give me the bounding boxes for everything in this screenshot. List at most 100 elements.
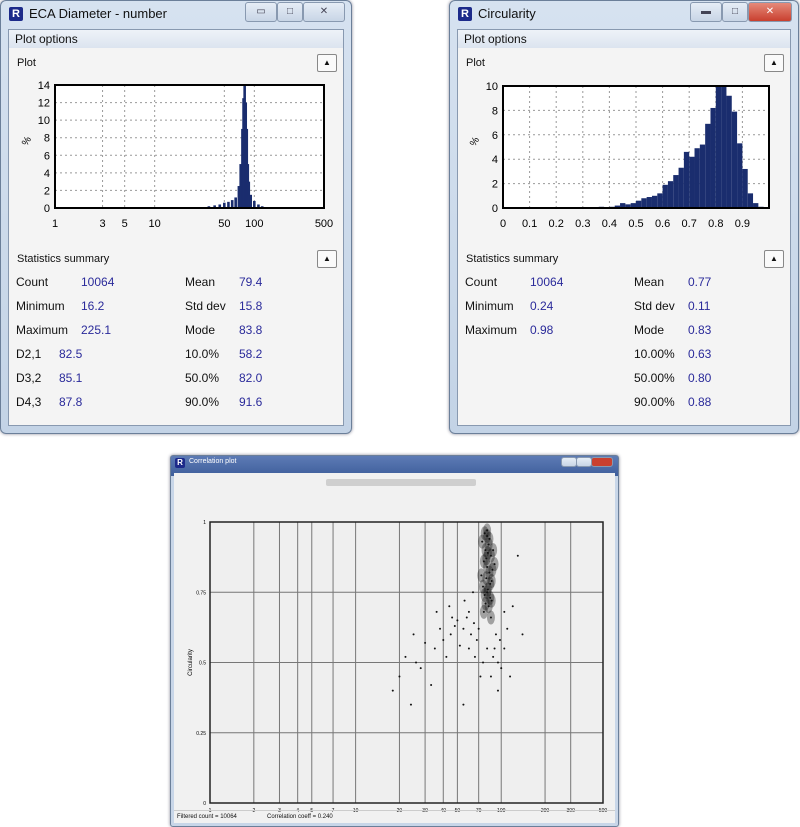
scatter-point-cluster [479,554,488,569]
stat-label: Mean [185,275,216,289]
scatter-point-cluster [483,545,492,560]
scatter-point [435,610,438,613]
x-tick-label: 50 [218,218,230,230]
title-bar[interactable]: R ECA Diameter - number ▭ □ ✕ [1,1,351,27]
histogram-bar [694,148,700,208]
x-tick-label: 0.3 [575,218,590,230]
y-tick-label: 6 [492,130,498,142]
x-tick-label: 100 [245,218,263,230]
x-tick-label: 0.1 [522,218,537,230]
scatter-point [473,655,476,658]
scatter-point-cluster [483,582,492,597]
scatter-point [486,647,489,650]
circularity-histogram: 0 2 4 6 8 10 0 0.1 0.2 0.3 0.4 0.5 0.6 0.7 0.8 0.9% [468,81,770,230]
scatter-point [498,639,501,642]
histogram-bar [657,193,663,208]
scatter-point [465,616,468,619]
x-tick-label: 10 [149,218,161,230]
scatter-point [486,551,489,554]
maximize-button[interactable]: □ [722,2,748,22]
scatter-point [477,627,480,630]
scatter-point-cluster [488,562,497,577]
close-button[interactable]: ✕ [303,2,345,22]
scatter-point-cluster [483,559,492,574]
scatter-point [492,655,495,658]
scatter-point [480,574,483,577]
plot-frame [502,85,770,209]
y-tick-label: 0 [492,203,498,215]
y-tick-label: 8 [44,133,50,145]
stat-value: 10064 [81,275,115,289]
minimize-button[interactable] [561,457,577,467]
close-button[interactable]: ✕ [748,2,792,22]
collapse-stats-button[interactable]: ▲ [764,250,784,268]
title-bar[interactable]: R Correlation plot [171,456,618,472]
scatter-point [409,703,412,706]
close-button[interactable] [591,457,613,467]
scatter-point [496,661,499,664]
scatter-point [486,565,489,568]
scatter-point-cluster [477,568,486,583]
scatter-point [439,627,442,630]
maximize-button[interactable]: □ [277,2,303,22]
plot-section-label: Plot [466,57,485,69]
scatter-point [492,549,495,552]
stat-label: D4,3 [16,395,42,409]
scatter-point [433,647,436,650]
x-tick-label: 0.8 [708,218,723,230]
minimize-button[interactable]: ▬ [690,2,722,22]
histogram-bar [673,175,679,208]
collapse-plot-button[interactable]: ▲ [317,54,337,72]
correlation-window: R Correlation plot 1 2 3 4 5 7 10 20 30 40 50 70 100… [170,455,619,827]
scatter-point [486,529,489,532]
stat-label: D3,2 [16,371,42,385]
eca-panel: Plot options Plot ▲ 0 2 4 6 8 10 12 14 1 3 5 10 50 10… [8,29,344,426]
stat-label: 90.0% [185,395,220,409]
scatter-point-cluster [485,565,494,580]
scatter-point [475,639,478,642]
scatter-point-cluster [482,551,491,566]
plot-options-header[interactable]: Plot options [9,30,343,48]
collapse-stats-button[interactable]: ▲ [317,250,337,268]
x-tick-label: 0.9 [735,218,750,230]
y-axis-label: Circularity [188,649,194,676]
histogram-bar [753,203,759,208]
stat-value: 0.88 [688,395,712,409]
y-tick-label: 4 [44,168,50,180]
scatter-point [404,655,407,658]
stat-value: 0.77 [688,275,712,289]
x-tick-label: 0.4 [602,218,617,230]
stat-label: Minimum [16,299,65,313]
scatter-point [391,689,394,692]
histogram-bar [620,203,626,208]
correlation-coeff: Correlation coeff = 0.240 [267,814,333,820]
stat-value: 10064 [530,275,564,289]
scatter-point [448,605,451,608]
x-tick-label: 0.7 [682,218,697,230]
eca-histogram: 0 2 4 6 8 10 12 14 1 3 5 10 50 100 500% [20,80,333,230]
scatter-point [467,647,470,650]
scatter-point-cluster [486,610,495,625]
y-tick-label: 1 [203,520,206,526]
minimize-button[interactable]: ▭ [245,2,277,22]
collapse-plot-button[interactable]: ▲ [764,54,784,72]
scatter-point [462,627,465,630]
scatter-point-cluster [483,529,492,544]
histogram-bar [636,200,642,208]
histogram-bar [721,86,727,208]
scatter-point [503,610,506,613]
scatter-point [490,580,493,583]
scatter-point [506,627,509,630]
histogram-bar [651,195,658,208]
title-bar[interactable]: R Circularity ▬ □ ✕ [450,1,798,27]
maximize-button[interactable] [576,457,592,467]
histogram-bar [247,181,251,208]
plot-options-header[interactable]: Plot options [458,30,790,48]
stat-value: 0.11 [688,299,711,313]
scatter-point [424,641,427,644]
stat-value: 87.8 [59,395,83,409]
stat-value: 85.1 [59,371,83,385]
range-slider[interactable] [326,479,476,486]
histogram-bar [747,193,754,208]
scatter-point [412,633,415,636]
